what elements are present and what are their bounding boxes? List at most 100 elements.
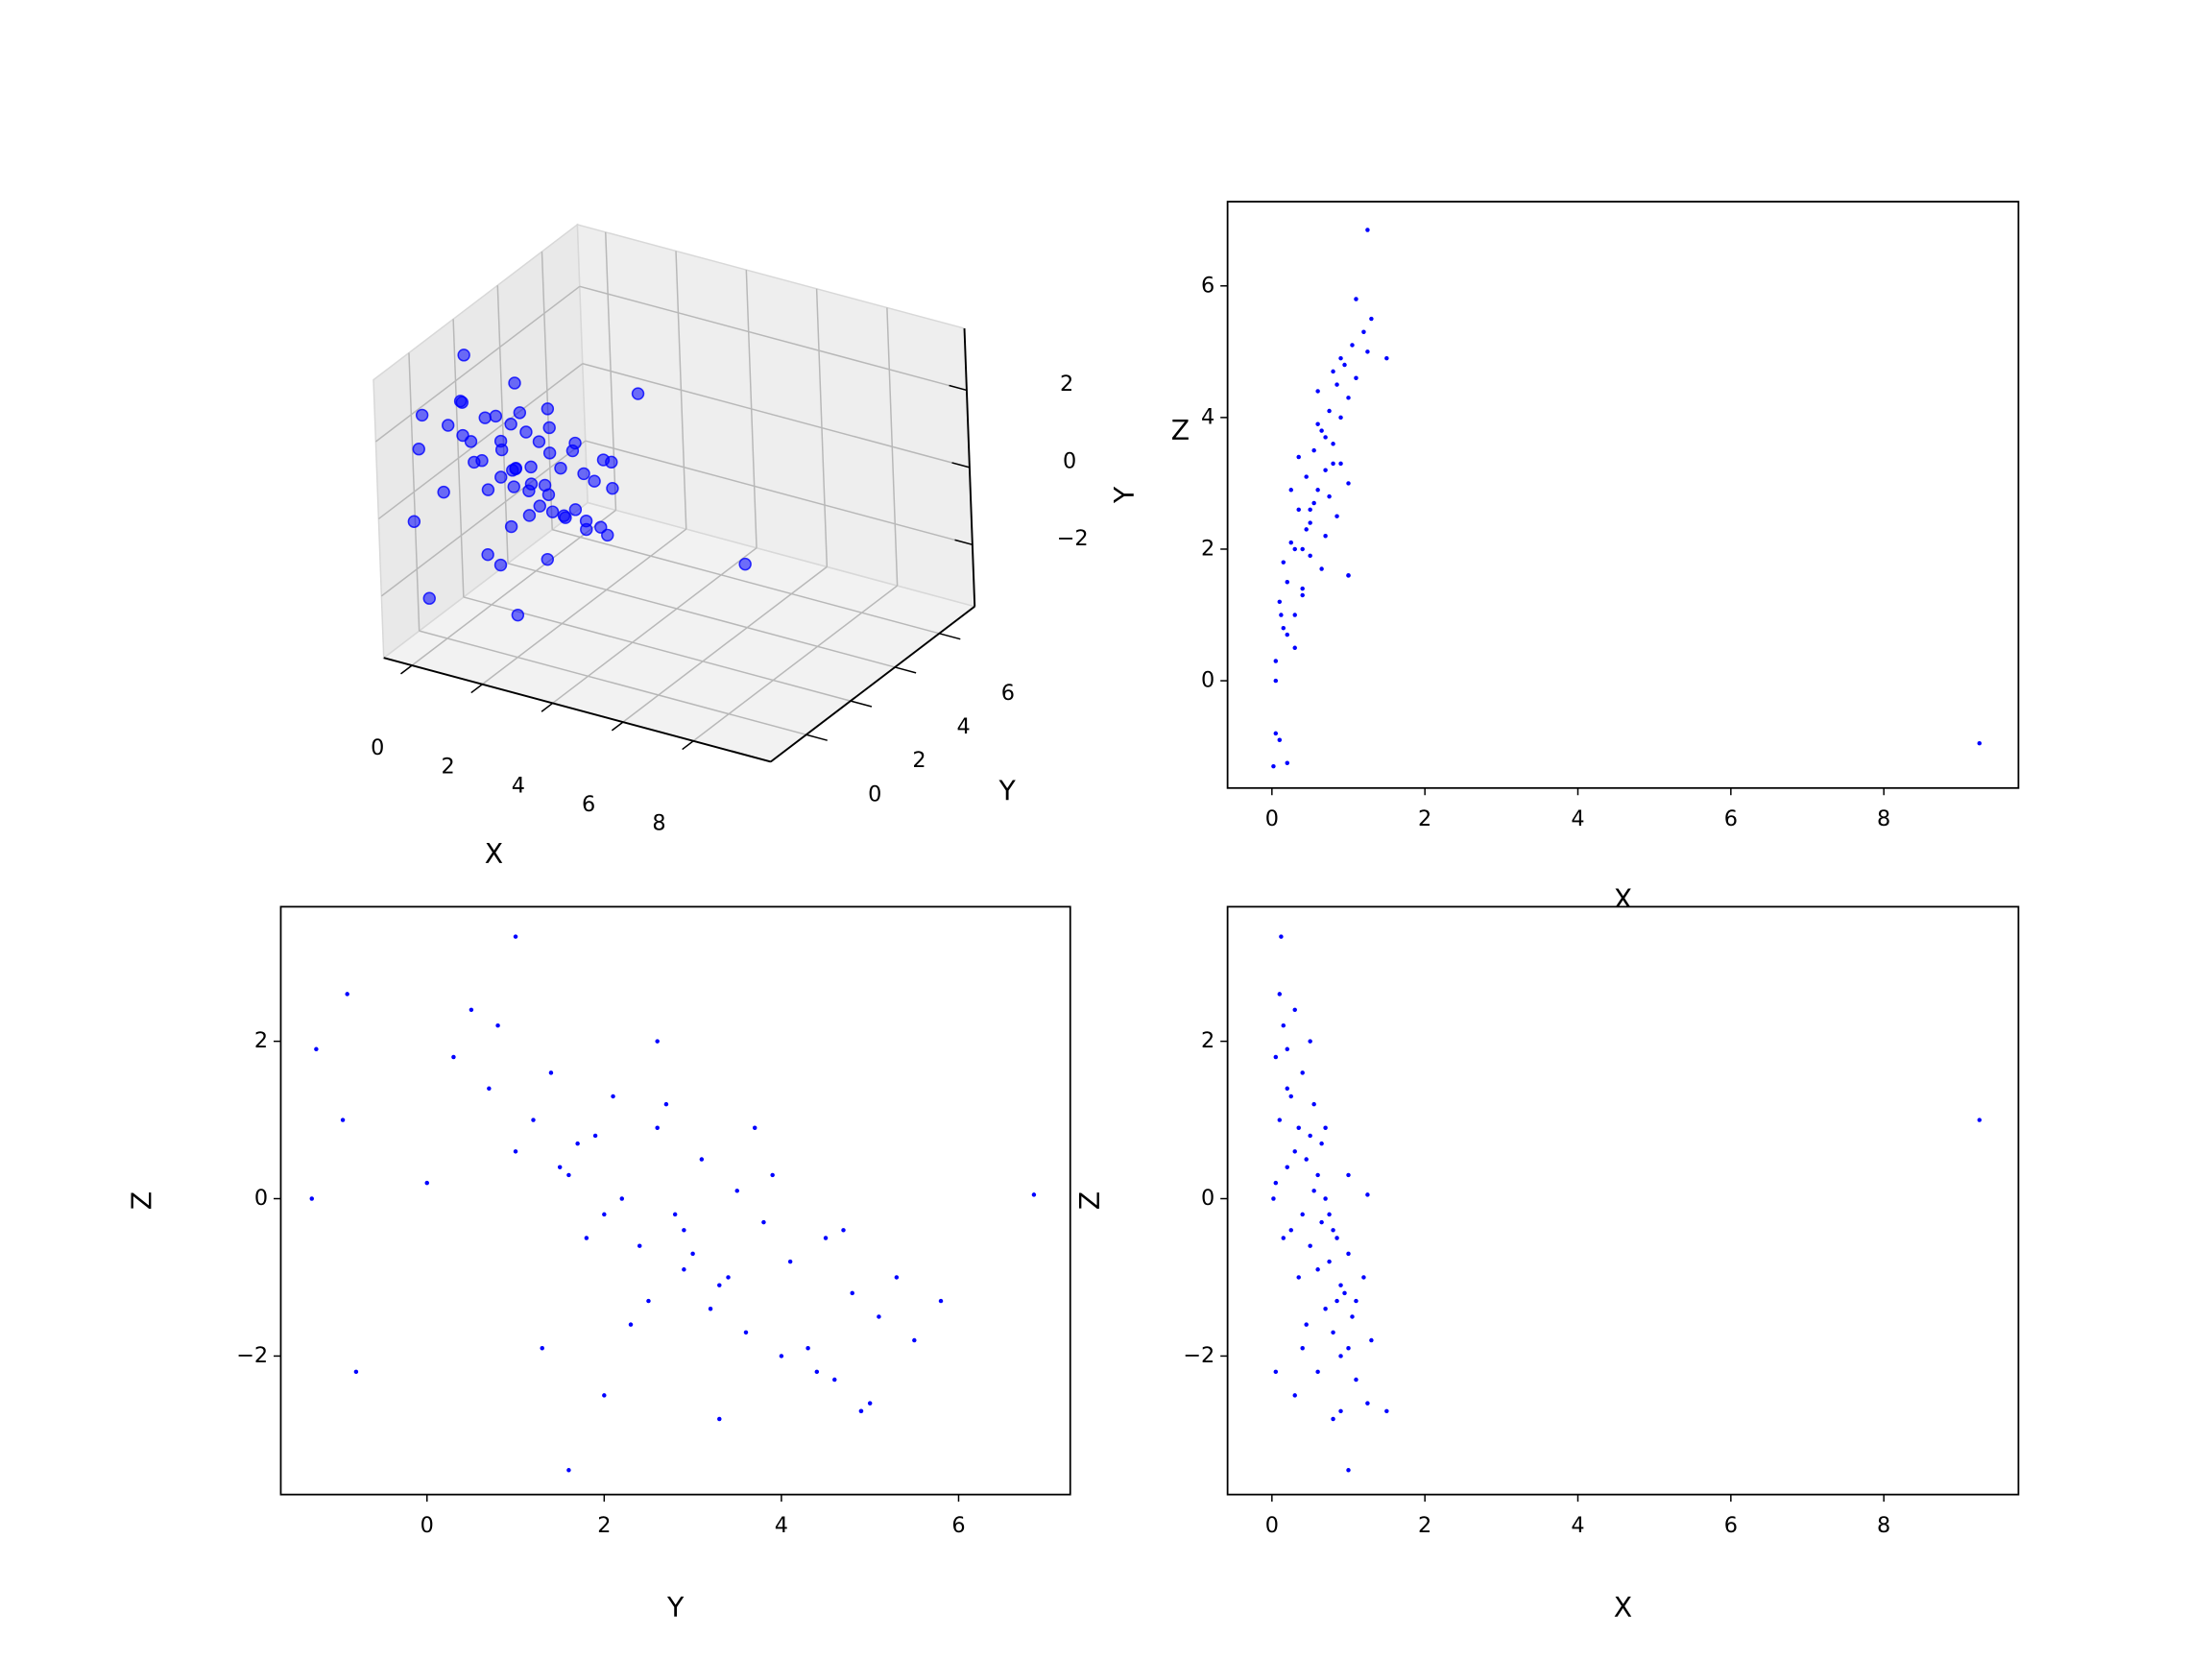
- point: [894, 1275, 900, 1280]
- point: [1346, 1468, 1351, 1473]
- point: [1342, 1290, 1347, 1296]
- point: [663, 1101, 669, 1107]
- point: [1285, 1165, 1289, 1169]
- point: [494, 443, 509, 457]
- point: [1279, 613, 1284, 617]
- point: [770, 1172, 775, 1178]
- point: [554, 461, 567, 475]
- point: [577, 467, 590, 481]
- point: [1977, 740, 1983, 746]
- point: [1369, 1337, 1374, 1343]
- x-tick-label: 0: [1265, 1513, 1279, 1538]
- point: [646, 1298, 651, 1304]
- x-tick-label: 6: [1724, 1513, 1738, 1538]
- point: [605, 455, 618, 469]
- point: [823, 1236, 829, 1240]
- point: [1334, 382, 1339, 387]
- point: [1327, 1212, 1332, 1217]
- axes-frame: [1226, 201, 2020, 789]
- point: [1338, 415, 1343, 421]
- point: [601, 528, 614, 542]
- point: [655, 1039, 660, 1044]
- point: [1277, 1118, 1283, 1122]
- point: [542, 421, 556, 435]
- point: [655, 1125, 660, 1130]
- point: [542, 446, 557, 460]
- point: [1031, 1192, 1037, 1197]
- point: [1331, 1330, 1335, 1335]
- z-tick-label: −2: [1057, 526, 1089, 551]
- point: [1277, 992, 1283, 997]
- y-tick-label: 4: [1201, 404, 1214, 429]
- point: [1331, 369, 1335, 374]
- point: [1384, 355, 1389, 361]
- grid-line: [374, 285, 581, 443]
- point: [1346, 396, 1351, 400]
- point: [1323, 534, 1328, 539]
- point: [1304, 1322, 1309, 1327]
- point: [541, 402, 555, 416]
- point: [877, 1314, 881, 1319]
- point: [1346, 573, 1351, 578]
- point: [1323, 1307, 1328, 1311]
- point: [1365, 349, 1370, 354]
- point: [1288, 1228, 1293, 1233]
- point: [309, 1196, 315, 1201]
- point: [1384, 1408, 1389, 1414]
- axes-frame: [279, 905, 1071, 1496]
- grid-line: [692, 585, 899, 742]
- point: [469, 1007, 474, 1013]
- tick-mark: [400, 664, 413, 675]
- point: [672, 1212, 678, 1217]
- y-tick-label: 4: [957, 714, 971, 739]
- point: [541, 552, 555, 566]
- point: [1311, 447, 1316, 453]
- point: [1323, 1196, 1328, 1201]
- x-tick-label: 4: [512, 773, 525, 798]
- point: [340, 1118, 346, 1122]
- point: [1311, 1101, 1316, 1107]
- point: [494, 470, 508, 484]
- x-axis-label: X: [485, 838, 503, 870]
- point: [588, 474, 601, 488]
- z-axis-line: [963, 328, 976, 607]
- grid-line: [552, 528, 940, 635]
- point: [752, 1125, 757, 1130]
- y-tick-label: −2: [236, 1343, 268, 1368]
- point: [1285, 760, 1289, 765]
- point: [611, 1094, 615, 1099]
- x-tick-label: 6: [951, 1513, 965, 1538]
- point: [619, 1196, 625, 1201]
- x-tick-label: 6: [582, 792, 595, 817]
- x-tick-label: 4: [1571, 806, 1584, 831]
- point: [1369, 316, 1374, 322]
- y-tick-label: 2: [1201, 1028, 1214, 1053]
- grid-line: [377, 363, 584, 520]
- point: [513, 1149, 518, 1154]
- point: [1308, 553, 1312, 559]
- point: [628, 1322, 634, 1327]
- point: [690, 1251, 695, 1257]
- point: [1292, 546, 1297, 552]
- point: [1350, 1314, 1355, 1319]
- point: [575, 1141, 580, 1146]
- point: [717, 1283, 722, 1287]
- point: [814, 1369, 820, 1375]
- point: [1331, 1228, 1335, 1233]
- point: [468, 455, 481, 469]
- point: [1342, 362, 1347, 368]
- point: [1338, 1408, 1343, 1414]
- point: [557, 509, 571, 522]
- point: [858, 1408, 864, 1414]
- plot-area: [280, 906, 1070, 1495]
- point: [1273, 659, 1279, 663]
- point: [1338, 461, 1343, 467]
- y-tick-label: 6: [1201, 273, 1214, 298]
- point: [1350, 343, 1355, 348]
- point: [538, 478, 552, 493]
- tick-mark: [894, 666, 917, 674]
- y-tick-label: 0: [254, 1186, 268, 1211]
- y-tick-label: 2: [254, 1028, 268, 1053]
- point: [1354, 1298, 1358, 1304]
- point: [478, 411, 492, 424]
